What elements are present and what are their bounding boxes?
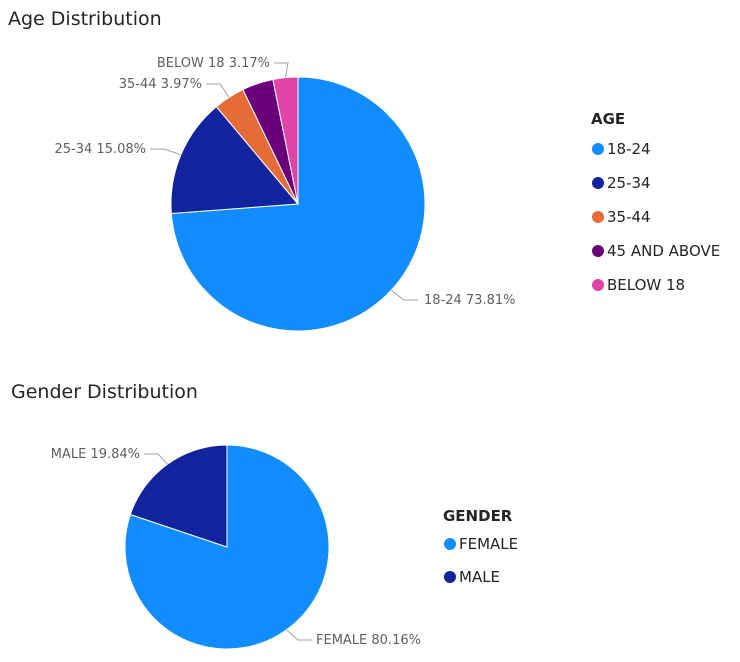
- gender-data-label-female: FEMALE 80.16%: [316, 633, 421, 648]
- age-legend-marker-18-24: [592, 143, 604, 155]
- gender-chart-title: Gender Distribution: [11, 381, 198, 403]
- gender-leader-line-female: [286, 629, 312, 641]
- age-legend-item-25-34[interactable]: 25-34: [592, 174, 651, 192]
- age-slice-below-18[interactable]: [272, 76, 299, 205]
- age-legend-label-25-34: 25-34: [607, 174, 651, 192]
- age-slice-25-34[interactable]: [170, 106, 300, 215]
- age-legend-label-35-44: 35-44: [607, 208, 651, 226]
- age-leader-line-35-44: [206, 83, 230, 98]
- age-legend: AGE 18-24 25-34 35-44 45 AND ABOVE BELOW 18: [591, 110, 720, 294]
- age-legend-marker-below-18: [592, 279, 604, 291]
- gender-data-labels: FEMALE 80.16% MALE 19.84%: [51, 447, 421, 648]
- age-data-labels: 18-24 73.81% 25-34 15.08% 35-44 3.97% BELOW…: [55, 56, 516, 308]
- age-legend-marker-35-44: [592, 211, 604, 223]
- gender-leader-line-male: [144, 453, 168, 465]
- age-data-label-below-18: BELOW 18 3.17%: [157, 56, 270, 71]
- age-data-label-35-44: 35-44 3.97%: [119, 77, 202, 92]
- gender-legend-title: GENDER: [443, 507, 513, 525]
- age-data-label-25-34: 25-34 15.08%: [55, 142, 146, 157]
- age-legend-marker-25-34: [592, 177, 604, 189]
- age-pie-slices: [170, 76, 426, 332]
- gender-distribution-chart: Gender Distribution FEMALE 80.16% MALE 19…: [11, 381, 518, 650]
- age-leader-line-below-18: [274, 62, 289, 78]
- age-legend-label-45-and-above: 45 AND ABOVE: [607, 242, 720, 260]
- age-distribution-chart: Age Distribution 18-24 73.81% 25-34 15.08…: [8, 8, 720, 332]
- gender-legend: GENDER FEMALE MALE: [443, 507, 518, 586]
- age-legend-label-18-24: 18-24: [607, 140, 651, 158]
- age-legend-item-18-24[interactable]: 18-24: [592, 140, 651, 158]
- gender-data-label-male: MALE 19.84%: [51, 447, 140, 462]
- gender-legend-marker-female: [444, 538, 456, 550]
- gender-legend-label-male: MALE: [459, 568, 500, 586]
- age-data-label-18-24: 18-24 73.81%: [424, 293, 515, 308]
- age-legend-item-below-18[interactable]: BELOW 18: [592, 276, 685, 294]
- age-legend-marker-45-and-above: [592, 245, 604, 257]
- age-legend-title: AGE: [591, 110, 625, 128]
- age-chart-title: Age Distribution: [8, 8, 162, 30]
- age-leader-line-18-24: [390, 289, 418, 301]
- age-legend-item-35-44[interactable]: 35-44: [592, 208, 651, 226]
- age-legend-label-below-18: BELOW 18: [607, 276, 685, 294]
- age-leader-line-25-34: [150, 148, 182, 156]
- gender-legend-label-female: FEMALE: [459, 535, 518, 553]
- gender-legend-item-male[interactable]: MALE: [444, 568, 500, 586]
- age-legend-item-45-and-above[interactable]: 45 AND ABOVE: [592, 242, 720, 260]
- gender-legend-marker-male: [444, 571, 456, 583]
- gender-pie-slices: [124, 444, 330, 650]
- gender-legend-item-female[interactable]: FEMALE: [444, 535, 518, 553]
